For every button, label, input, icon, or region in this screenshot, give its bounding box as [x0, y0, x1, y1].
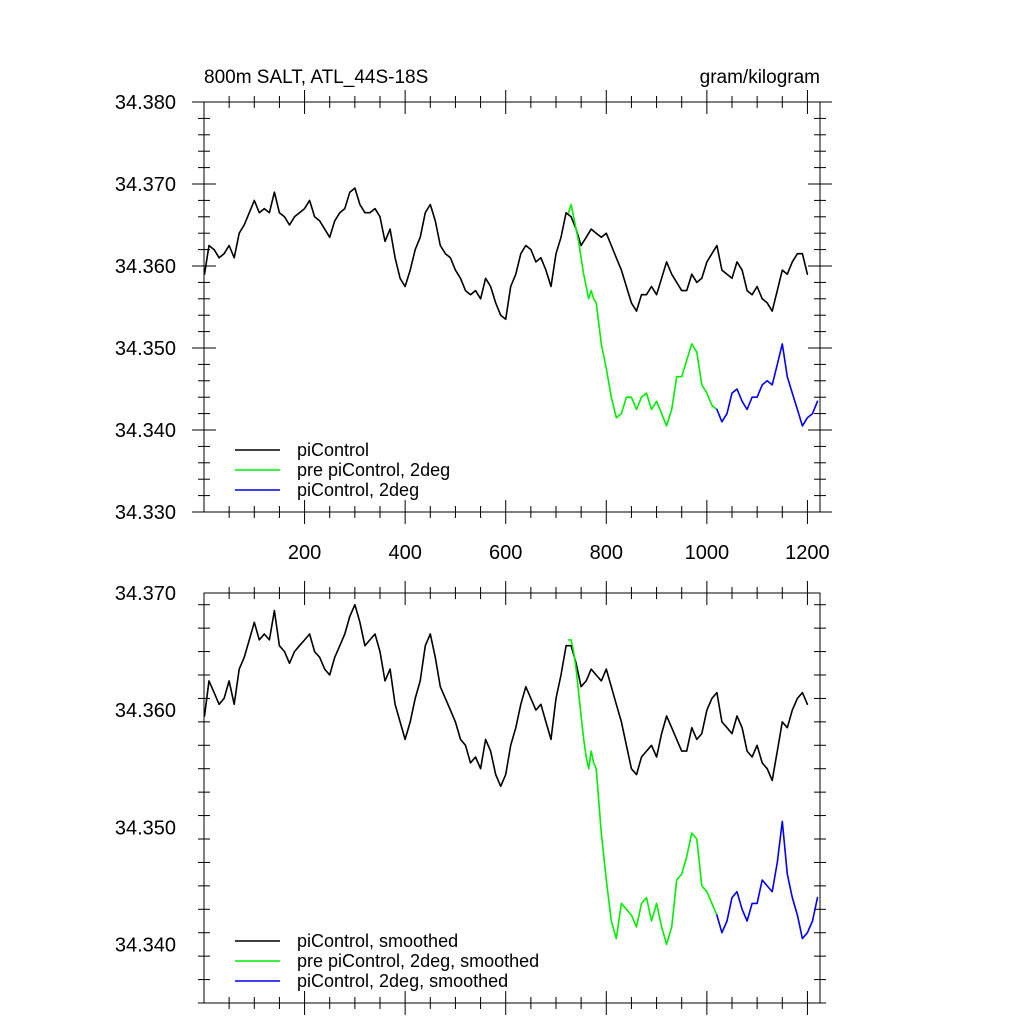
- bottom-panel: 34.340 34.350 34.360 34.370 piControl, smoo…: [115, 581, 826, 1015]
- x-tick-label: 1200: [785, 542, 830, 564]
- legend-label: piControl, 2deg: [297, 480, 419, 500]
- legend-label: piControl, 2deg, smoothed: [297, 971, 508, 991]
- x-tick-label: 200: [288, 542, 321, 564]
- legend-label: piControl, smoothed: [297, 931, 458, 951]
- x-tick-label: 1000: [685, 542, 730, 564]
- series-line-0: [203, 187, 809, 321]
- y-tick-label: 34.380: [115, 92, 176, 114]
- y-tick-label: 34.370: [115, 174, 176, 196]
- y-tick-label: 34.330: [115, 502, 176, 524]
- chart-title: 800m SALT, ATL_44S-18S: [204, 67, 428, 88]
- legend-label: pre piControl, 2deg, smoothed: [297, 951, 539, 971]
- x-tick-label: 600: [489, 542, 522, 564]
- y-tick-label: 34.340: [115, 420, 176, 442]
- series-line-1: [567, 639, 718, 946]
- x-tick-label: 400: [388, 542, 421, 564]
- plot-frame: [203, 592, 821, 1004]
- y-tick-label: 34.340: [115, 934, 176, 956]
- plot-frame: [203, 101, 821, 513]
- y-tick-label: 34.350: [115, 817, 176, 839]
- y-tick-label: 34.360: [115, 700, 176, 722]
- legend-label: piControl: [297, 440, 369, 460]
- y-tick-label: 34.360: [115, 256, 176, 278]
- x-tick-label: 800: [590, 542, 623, 564]
- y-tick-label: 34.370: [115, 583, 176, 605]
- series-line-2: [716, 343, 819, 427]
- y-tick-label: 34.350: [115, 338, 176, 360]
- series-line-1: [567, 203, 718, 427]
- series-line-2: [716, 820, 819, 940]
- top-panel: 800m SALT, ATL_44S-18S gram/kilogram 200…: [115, 67, 832, 564]
- series-line-0: [203, 603, 809, 788]
- units-label: gram/kilogram: [700, 67, 820, 88]
- legend-label: pre piControl, 2deg: [297, 460, 450, 480]
